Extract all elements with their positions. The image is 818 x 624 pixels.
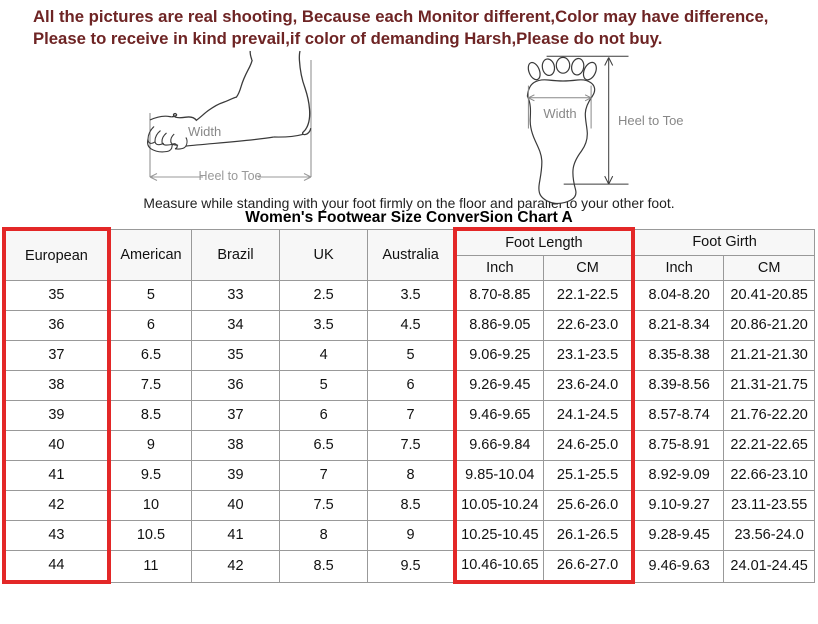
svg-text:Width: Width: [543, 106, 576, 121]
svg-text:Heel to Toe: Heel to Toe: [198, 169, 261, 183]
svg-text:Heel to Toe: Heel to Toe: [618, 113, 684, 128]
svg-text:Width: Width: [188, 124, 221, 139]
